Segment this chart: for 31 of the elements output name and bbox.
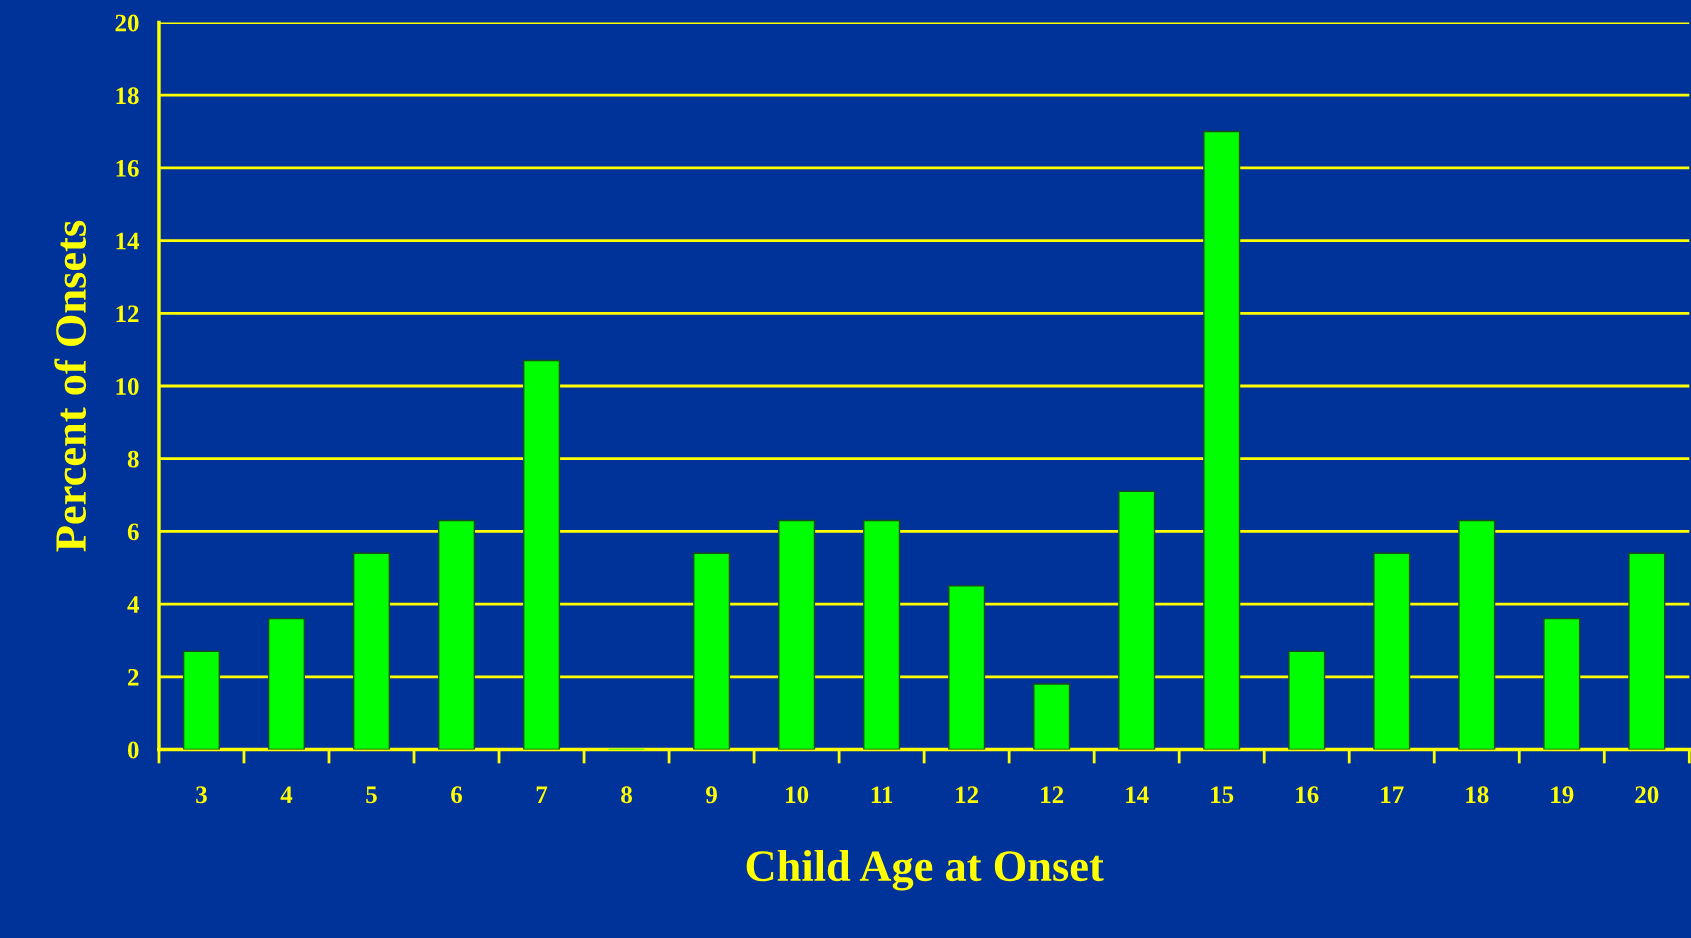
x-tick-label: 15: [1211, 786, 1234, 804]
x-tick-label: 12: [1041, 786, 1064, 803]
x-tick-label: 7: [536, 786, 548, 803]
x-axis-title: Child Age at Onset: [746, 849, 1104, 891]
x-tick-label: 9: [706, 786, 717, 804]
y-tick-label: 16: [116, 160, 139, 177]
y-tick-label: 10: [116, 378, 139, 395]
x-tick-label: 6: [451, 786, 463, 804]
y-tick-label: 6: [127, 523, 139, 541]
y-tick-label: 4: [127, 596, 140, 613]
x-tick-label: 12: [956, 786, 979, 803]
y-tick-label: 20: [115, 14, 139, 32]
x-tick-label: 19: [1551, 786, 1574, 804]
x-tick-label: 8: [621, 786, 632, 804]
y-tick-label: 12: [116, 305, 139, 322]
x-tick-label: 5: [366, 786, 377, 804]
x-tick-label: 20: [1635, 786, 1659, 804]
y-tick-label: 8: [127, 450, 139, 468]
x-tick-label: 3: [196, 786, 207, 804]
y-tick-label: 2: [128, 668, 139, 686]
x-tick-label: 18: [1466, 786, 1489, 804]
y-tick-label: 0: [127, 741, 139, 759]
x-tick-label: 4: [280, 786, 293, 803]
x-tick-label: 11: [871, 786, 893, 803]
x-tick-label: 16: [1296, 786, 1319, 804]
x-tick-label: 14: [1126, 786, 1149, 803]
x-tick-label: 17: [1381, 786, 1404, 803]
y-tick-label: 14: [116, 232, 140, 250]
y-tick-label: 18: [116, 87, 139, 105]
y-axis-title: Percent of Onsets: [54, 220, 87, 552]
x-tick-label: 10: [786, 786, 809, 804]
